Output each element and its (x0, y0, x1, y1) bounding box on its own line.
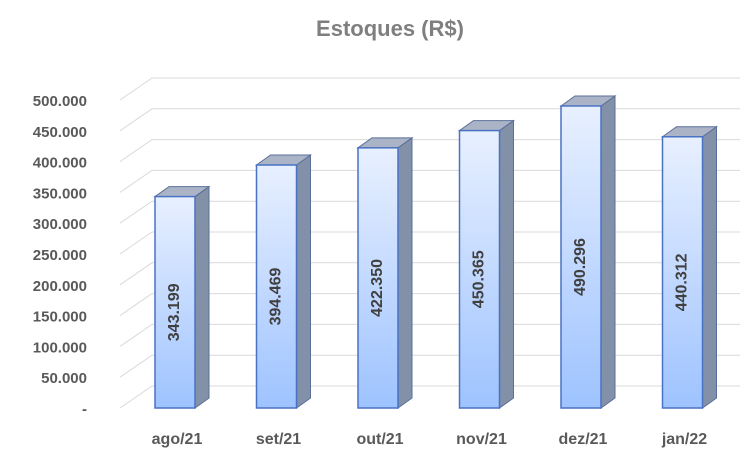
bar (154, 195, 196, 409)
x-tick-label: out/21 (356, 431, 403, 448)
data-label: 490.296 (572, 238, 589, 296)
chart-title: Estoques (R$) (316, 16, 464, 41)
x-tick-label: nov/21 (456, 431, 507, 448)
bar (458, 129, 501, 409)
bar-side (296, 154, 311, 409)
bar-side (499, 119, 514, 409)
data-label: 422.350 (369, 259, 386, 317)
x-tick-label: dez/21 (559, 431, 608, 448)
y-tick-label: 200.000 (33, 278, 87, 295)
y-tick-label: 500.000 (33, 93, 87, 110)
y-tick-label: 350.000 (33, 185, 87, 202)
bar-side (397, 136, 413, 409)
y-tick-label: 150.000 (33, 309, 87, 326)
grid-line (119, 77, 740, 101)
grid-line (119, 354, 740, 378)
data-label: 440.312 (674, 253, 691, 311)
grid-line (119, 200, 740, 224)
bar-side (600, 95, 616, 409)
data-label: 343.199 (166, 283, 183, 341)
grid-line (119, 323, 740, 347)
grid-line (119, 385, 740, 409)
bar (255, 164, 298, 409)
bar-side (702, 125, 717, 409)
bar (560, 105, 602, 409)
data-label: 394.469 (268, 267, 285, 325)
grid-line (119, 262, 740, 286)
y-tick-label: 50.000 (41, 370, 87, 387)
y-tick-label: 300.000 (33, 216, 87, 233)
x-tick-label: set/21 (256, 431, 301, 448)
y-tick-label: 400.000 (33, 155, 87, 172)
y-tick-label: 100.000 (33, 339, 87, 356)
bar (661, 136, 704, 409)
y-tick-label: 450.000 (33, 124, 87, 141)
grid-line (119, 293, 740, 317)
grid-line (119, 139, 740, 163)
x-tick-label: jan/22 (661, 431, 707, 448)
grid-line (119, 169, 740, 193)
y-tick-label: 250.000 (33, 247, 87, 264)
grid-line (119, 108, 740, 132)
bar-side (194, 185, 210, 409)
data-label: 450.365 (471, 250, 488, 308)
bar (357, 147, 399, 409)
x-tick-label: ago/21 (152, 431, 203, 448)
y-tick-label: - (82, 401, 87, 418)
grid-line (119, 231, 740, 255)
